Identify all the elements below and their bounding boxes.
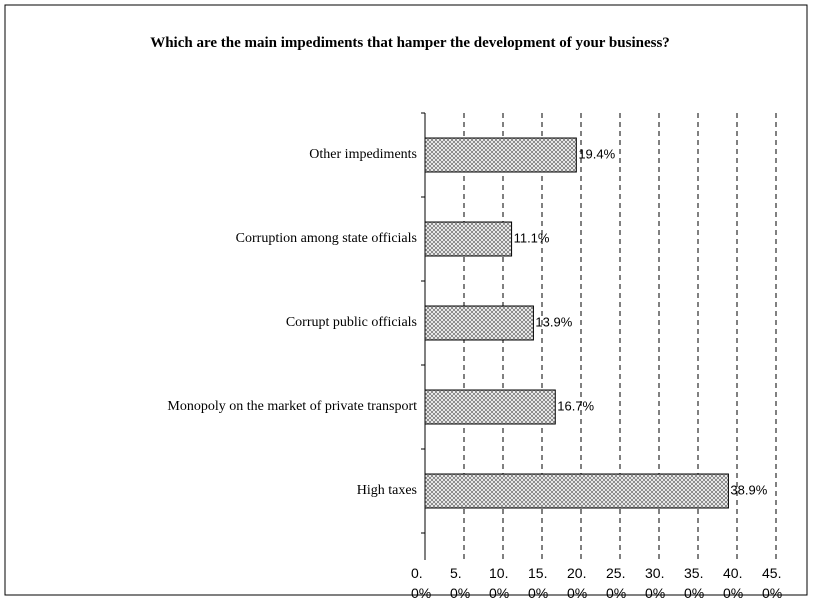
bar	[424, 473, 729, 509]
y-tick-label: Corrupt public officials	[286, 315, 417, 330]
x-tick-label: 35.0%	[684, 565, 705, 601]
value-label: 38.9%	[730, 482, 767, 497]
value-label: 11.1%	[514, 230, 550, 245]
value-label: 16.7%	[557, 398, 594, 413]
bar	[424, 137, 577, 173]
x-tick-label: 10.0%	[489, 565, 510, 601]
value-label: 19.4%	[578, 146, 615, 161]
x-tick-label: 45.0%	[762, 565, 783, 601]
x-tick-label: 30.0%	[645, 565, 666, 601]
x-tick-label: 5.0%	[450, 565, 471, 601]
bar	[424, 389, 556, 425]
x-tick-label: 0.0%	[411, 565, 432, 601]
value-label: 13.9%	[535, 314, 572, 329]
y-tick-label: Corruption among state officials	[236, 231, 417, 246]
x-tick-label: 15.0%	[528, 565, 549, 601]
x-tick-label: 20.0%	[567, 565, 588, 601]
bar	[424, 221, 513, 257]
y-tick-label: Other impediments	[309, 147, 417, 162]
y-tick-label: Monopoly on the market of private transp…	[167, 399, 417, 414]
chart-title: Which are the main impediments that hamp…	[150, 35, 670, 51]
bar	[424, 305, 534, 341]
frame	[4, 4, 808, 596]
y-tick-label: High taxes	[357, 483, 417, 498]
x-tick-label: 25.0%	[606, 565, 627, 601]
x-tick-label: 40.0%	[723, 565, 744, 601]
